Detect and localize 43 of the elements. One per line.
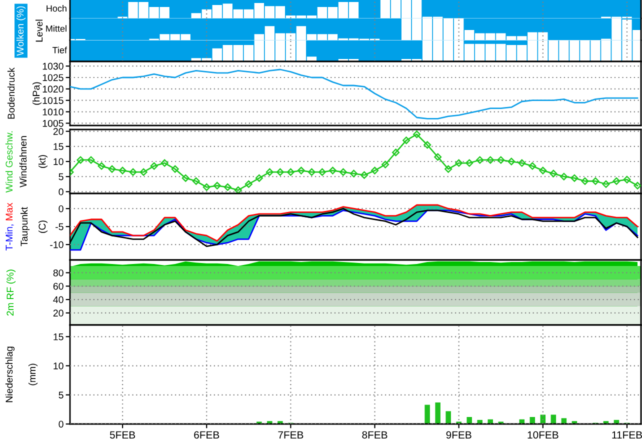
- x-tick-label: 9FEB: [446, 431, 472, 439]
- text: Taupunkt: [20, 206, 30, 246]
- x-tick-label: 8FEB: [362, 431, 388, 439]
- y-axis-title: Hoch: [46, 4, 66, 12]
- text: Max: [6, 202, 13, 220]
- text: Level: [35, 20, 43, 42]
- y-tick-label: -5: [56, 223, 64, 230]
- y-axis-title: Mittel: [46, 25, 66, 32]
- text: Niederschlag (mm): [5, 346, 38, 402]
- y-tick-label: 15: [54, 143, 64, 150]
- y-tick-label: 5: [58, 173, 64, 180]
- text: T-Min,: [5, 224, 14, 251]
- x-tick-label: 6FEB: [194, 431, 220, 439]
- y-tick-label: 40: [53, 296, 64, 304]
- y-tick-label: 1005: [42, 120, 64, 127]
- y-tick-label: 0: [58, 188, 64, 196]
- y-tick-label: 0: [58, 205, 64, 212]
- y-tick-label: 1010: [42, 108, 64, 116]
- y-tick-label: 60: [53, 282, 64, 290]
- y-tick-label: 1030: [42, 62, 64, 70]
- x-tick-label: 5FEB: [110, 431, 136, 439]
- text: Bodendruck (hPa): [7, 68, 42, 119]
- y-tick-label: 1025: [42, 74, 64, 82]
- y-tick-label: 1020: [42, 86, 64, 93]
- y-tick-label: 1015: [42, 97, 64, 104]
- x-tick-label: 11FEB: [612, 431, 642, 438]
- x-tick-label: 7FEB: [278, 431, 304, 438]
- y-tick-label: 0: [58, 420, 64, 428]
- y-tick-label: 20: [53, 310, 64, 317]
- y-tick-label: 15: [54, 333, 64, 340]
- y-tick-label: 80: [53, 269, 64, 276]
- y-axis-title: (C): [38, 220, 48, 233]
- text: 2m RF (%): [6, 270, 16, 316]
- y-tick-label: 10: [54, 158, 64, 166]
- y-tick-label: -10: [50, 241, 64, 248]
- y-tick-label: 10: [54, 362, 64, 370]
- y-axis-title: Tief: [52, 46, 68, 54]
- text: Wind Geschw.: [5, 131, 13, 193]
- text: Windfahnen (kt): [19, 136, 48, 188]
- y-tick-label: 5: [58, 392, 64, 398]
- x-tick-label: 10FEB: [528, 431, 558, 439]
- text: Wolken (%): [16, 6, 26, 56]
- y-tick-label: 20: [53, 128, 64, 135]
